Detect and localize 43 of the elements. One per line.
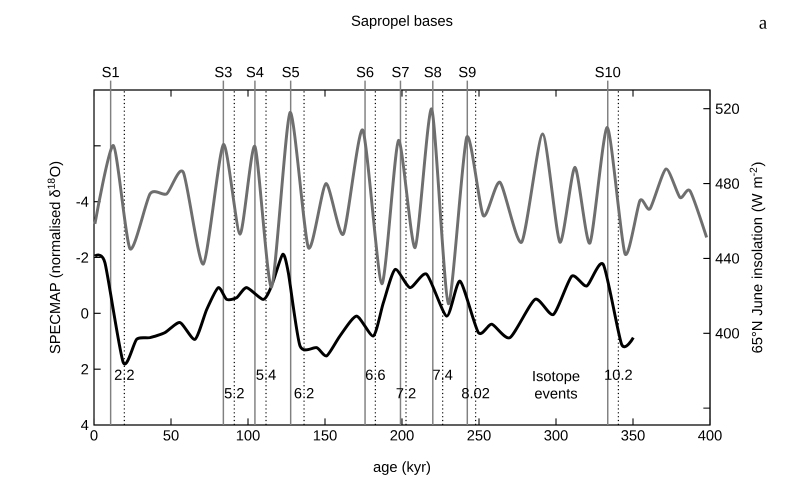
annotation: 10.2 [605, 370, 632, 380]
annotation: 5.2 [224, 388, 244, 398]
y2-tick-label: 440 [715, 253, 740, 264]
x-axis-title: age (kyr) [374, 461, 430, 475]
annotation: Isotope events [533, 371, 580, 399]
y-tick-label: 4 [81, 420, 88, 430]
y-tick-label: 2 [81, 364, 88, 374]
ref-line-label: S4 [246, 66, 264, 78]
annotation: 6.6 [366, 370, 385, 380]
y2-tick-label: 400 [715, 328, 740, 338]
x-tick-label: 400 [698, 430, 722, 441]
ref-line-label: S1 [102, 66, 119, 78]
annotation: 2.2 [114, 370, 134, 380]
y2-axis-title: 65°N June insolation (W m$^{-2}$) [750, 162, 766, 353]
x-tick-label: 350 [621, 430, 645, 441]
text: Sapropel bases [352, 15, 452, 29]
x-tick-label: 100 [236, 430, 260, 441]
annotation: 6.2 [294, 388, 314, 398]
y-axis-title: SPECMAP (normalised δ$^{18}$O) [48, 162, 64, 354]
y2-tick-label: 480 [715, 178, 740, 189]
ref-line-label: S8 [424, 66, 442, 78]
annotation: 7.4 [433, 370, 452, 380]
ref-line-label: S10 [595, 66, 620, 78]
ref-line-label: S9 [459, 66, 476, 78]
annotation: 8.02 [462, 388, 490, 398]
line-series [93, 108, 708, 306]
ref-line-label: S7 [392, 66, 409, 78]
ref-line-label: S6 [356, 66, 374, 78]
annotation: 7.2 [396, 388, 416, 398]
x-tick-label: 0 [90, 430, 98, 441]
y-tick-label: 0 [81, 308, 88, 319]
x-tick-label: 300 [544, 430, 568, 441]
annotation: 5.4 [256, 370, 276, 380]
x-tick-label: 150 [314, 430, 337, 441]
text: a [759, 20, 767, 29]
y2-tick-label: 520 [716, 104, 740, 114]
y-tick-label: -2 [76, 252, 88, 263]
x-tick-label: 250 [468, 430, 491, 441]
ref-line-label: S3 [215, 66, 232, 78]
x-tick-label: 50 [163, 430, 179, 441]
ref-line-label: S5 [282, 66, 299, 78]
x-tick-label: 200 [390, 430, 414, 441]
y-tick-label: -4 [76, 196, 88, 207]
